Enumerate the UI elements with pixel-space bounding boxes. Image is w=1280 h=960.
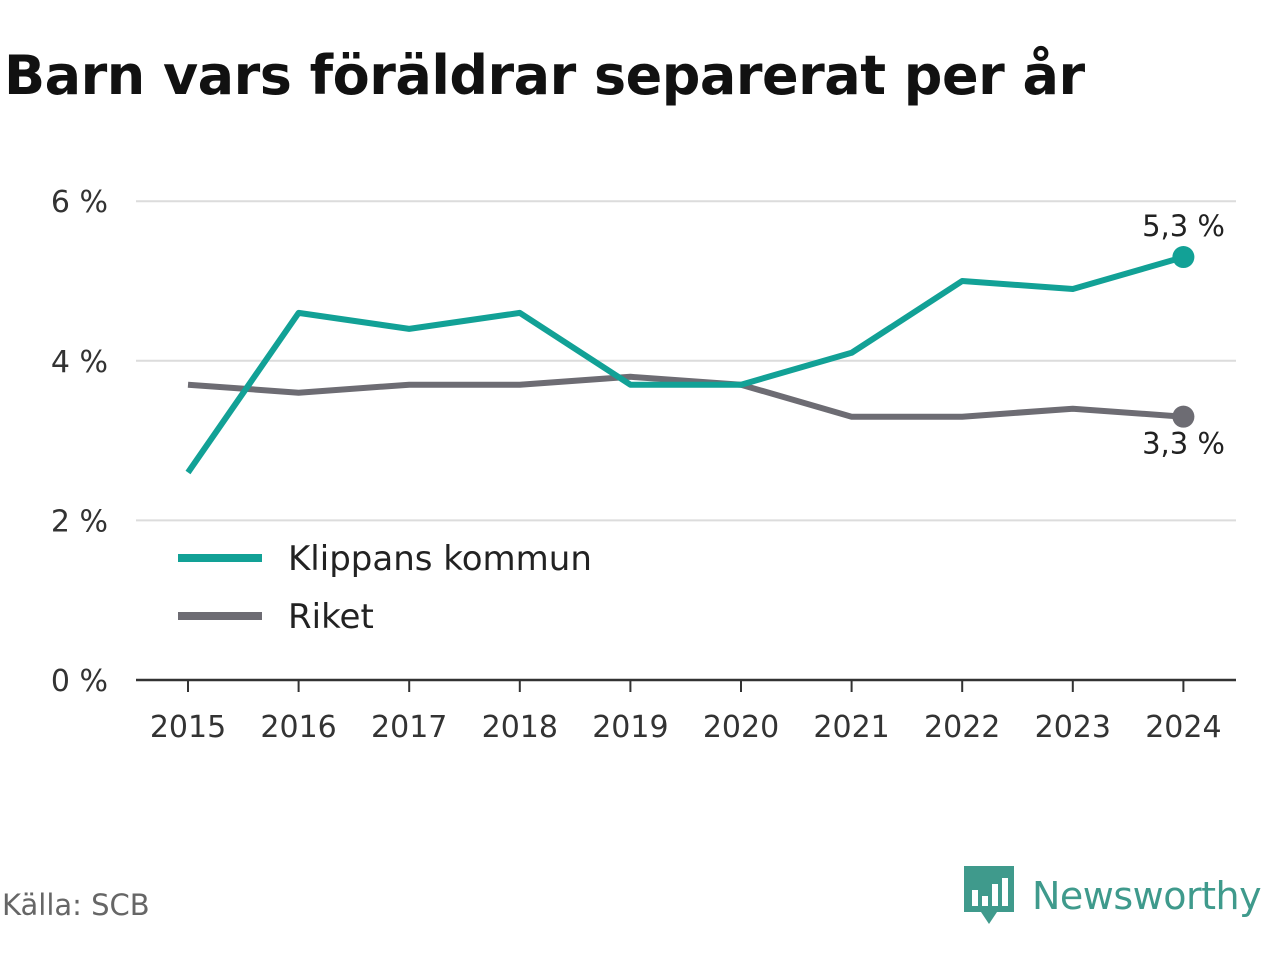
series-line-klippans-kommun [185, 254, 1185, 475]
source-note: Källa: SCB [2, 888, 150, 922]
newsworthy-brand[interactable]: Newsworthy [964, 866, 1262, 926]
y-tick-label: 6 % [51, 185, 108, 220]
newsworthy-logo-icon [964, 866, 1014, 924]
y-tick-label: 0 % [51, 664, 108, 699]
y-tick-label: 4 % [51, 345, 108, 380]
legend-label: Riket [288, 597, 374, 637]
y-tick-label: 2 % [51, 504, 108, 539]
x-tick-label: 2024 [1145, 710, 1221, 745]
x-tick-label: 2019 [592, 710, 668, 745]
end-value-label: 3,3 % [1142, 427, 1225, 461]
x-tick-label: 2018 [482, 710, 558, 745]
x-tick-label: 2017 [371, 710, 447, 745]
x-tick-label: 2021 [813, 710, 889, 745]
x-tick-label: 2020 [703, 710, 779, 745]
x-tick-label: 2022 [924, 710, 1000, 745]
legend-label: Klippans kommun [288, 539, 592, 579]
x-tick-label: 2015 [150, 710, 226, 745]
x-tick-label: 2016 [260, 710, 336, 745]
end-point-marker-klippans-kommun [1172, 246, 1195, 269]
brand-name: Newsworthy [1032, 874, 1262, 918]
end-point-marker-riket [1172, 405, 1195, 428]
chart-title: Barn vars föräldrar separerat per år [4, 44, 1085, 107]
series-line-riket [187, 373, 1184, 420]
end-value-label: 5,3 % [1142, 209, 1225, 243]
x-tick-label: 2023 [1035, 710, 1111, 745]
